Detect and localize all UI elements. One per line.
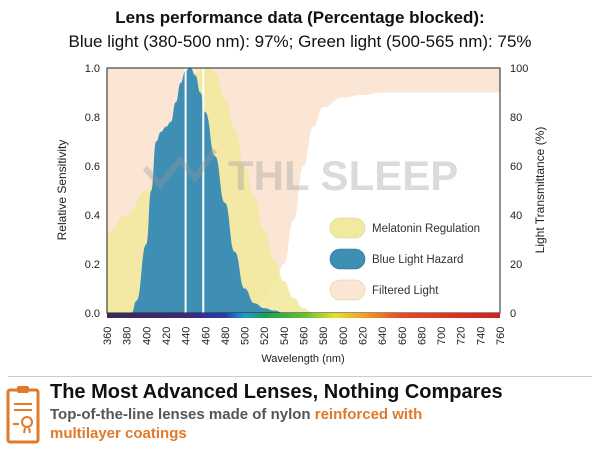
legend-swatch (329, 217, 366, 239)
y-tick-label: 0.4 (85, 210, 100, 222)
y-tick-label: 0.6 (85, 161, 100, 173)
chart-title: Lens performance data (Percentage blocke… (115, 8, 485, 27)
series-area-blue-light-hazard (131, 68, 284, 313)
legend-label: Filtered Light (372, 285, 439, 297)
watermark: THL SLEEP (228, 152, 458, 199)
footer-subtitle: Top-of-the-line lenses made of nylon rei… (50, 405, 470, 443)
y-axis-label: Relative Sensitivity (55, 140, 69, 241)
chart: THL SLEEP Melatonin Regulation Blue Light… (55, 63, 547, 365)
x-tick-label: 640 (377, 327, 389, 345)
chart-subtitle: Blue light (380-500 nm): 97%; Green ligh… (68, 32, 532, 51)
x-tick-label: 460 (200, 327, 212, 345)
x-tick-label: 520 (259, 327, 271, 345)
legend-label: Melatonin Regulation (372, 223, 480, 235)
watermark-logo-icon (142, 148, 218, 190)
legend-swatch (329, 248, 366, 270)
x-tick-label: 680 (416, 327, 428, 345)
x-tick-label: 580 (318, 327, 330, 345)
x-tick-label: 360 (102, 327, 114, 345)
x-axis-label: Wavelength (nm) (261, 353, 344, 365)
y2-axis-label: Light Transmittance (%) (533, 127, 547, 254)
x-tick-label: 540 (279, 327, 291, 345)
y-tick-label: 0.0 (85, 308, 100, 320)
x-tick-label: 700 (436, 327, 448, 345)
x-tick-label: 560 (299, 327, 311, 345)
footer-title: The Most Advanced Lenses, Nothing Compar… (50, 381, 503, 403)
footer-subtitle-highlight: reinforced with multilayer coatings (50, 406, 423, 442)
x-tick-label: 480 (220, 327, 232, 345)
y2-tick-label: 60 (510, 161, 522, 173)
x-tick-label: 620 (357, 327, 369, 345)
legend-label: Blue Light Hazard (372, 254, 463, 266)
y2-tick-label: 40 (510, 210, 522, 222)
y2-tick-label: 20 (510, 259, 522, 271)
x-tick-label: 740 (475, 327, 487, 345)
x-tick-label: 400 (141, 327, 153, 345)
y-tick-label: 0.8 (85, 112, 100, 124)
x-tick-label: 600 (338, 327, 350, 345)
y2-tick-label: 100 (510, 63, 528, 75)
x-tick-label: 420 (161, 327, 173, 345)
x-tick-label: 720 (456, 327, 468, 345)
x-tick-label: 760 (495, 327, 507, 345)
x-tick-label: 500 (240, 327, 252, 345)
footer-subtitle-plain: Top-of-the-line lenses made of nylon (50, 406, 315, 423)
x-tick-label: 380 (122, 327, 134, 345)
x-tick-label: 660 (397, 327, 409, 345)
spectrum-bar (107, 313, 500, 318)
x-tick-label: 440 (181, 327, 193, 345)
y-tick-label: 0.2 (85, 259, 100, 271)
y2-tick-label: 0 (510, 308, 516, 320)
legend-swatch (329, 279, 366, 301)
y-tick-label: 1.0 (85, 63, 100, 75)
y2-tick-label: 80 (510, 112, 522, 124)
certificate-clipboard-icon (6, 384, 42, 449)
divider (8, 376, 592, 377)
